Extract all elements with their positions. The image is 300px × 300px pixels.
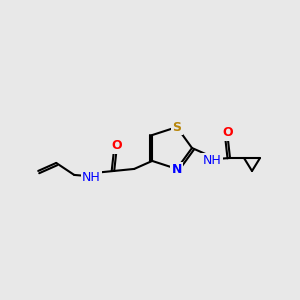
Text: NH: NH [82, 171, 100, 184]
Text: N: N [172, 164, 182, 176]
Text: O: O [111, 140, 122, 152]
Text: NH: NH [202, 154, 221, 167]
Text: O: O [223, 127, 233, 140]
Text: S: S [172, 121, 181, 134]
